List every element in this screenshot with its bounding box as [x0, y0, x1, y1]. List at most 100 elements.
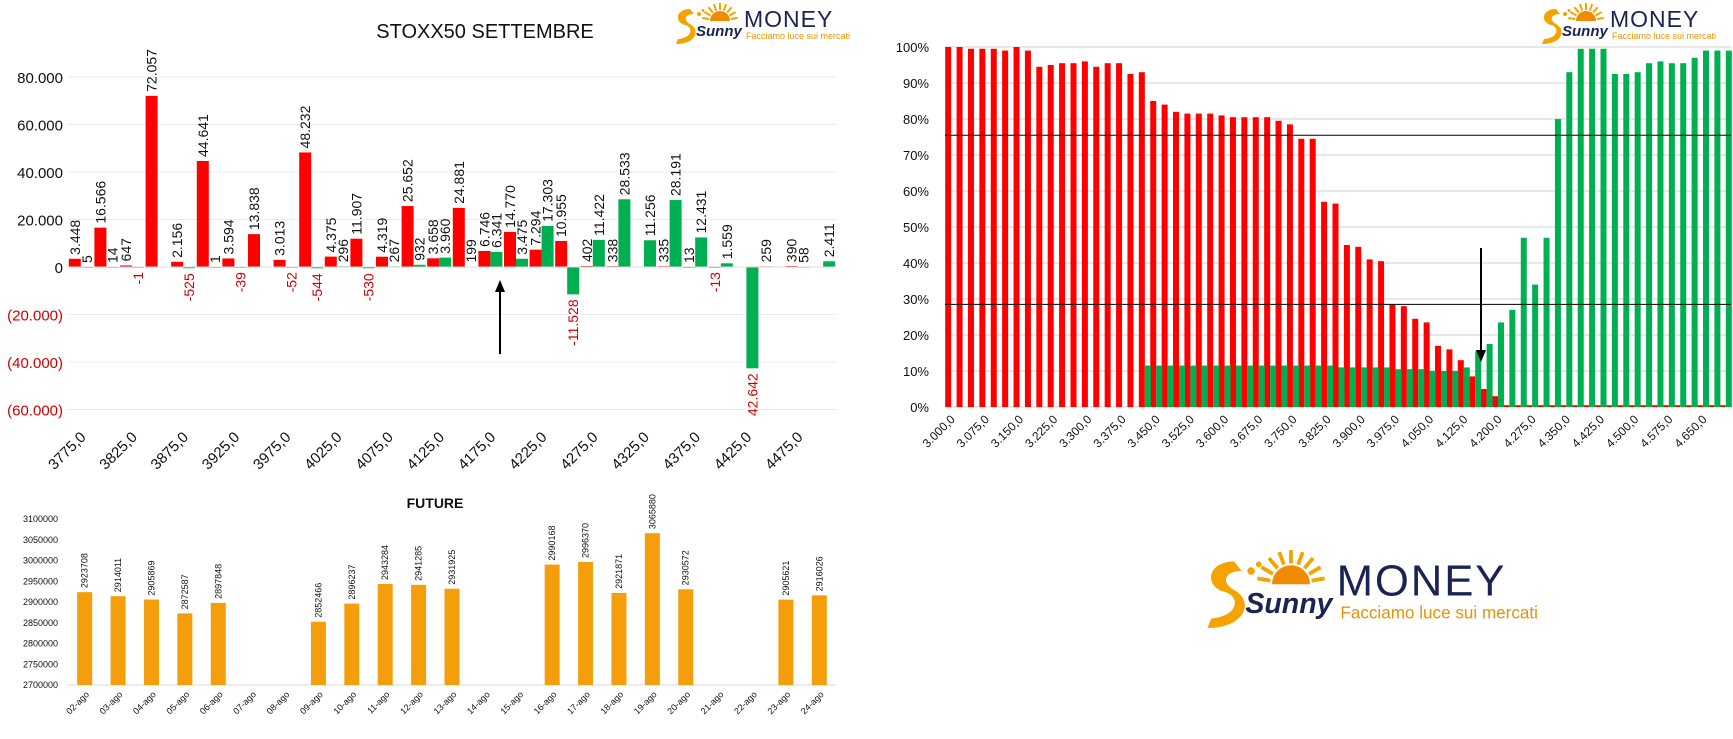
bar	[311, 267, 324, 269]
bar	[1480, 389, 1487, 407]
y-tick-label: 2850000	[23, 618, 58, 628]
bar	[516, 258, 528, 267]
percent-bar-chart: 100% 90% 80% 70% 60% 50% 40% 30% 20% 10% 0%3.000,0…	[896, 40, 1732, 450]
data-label: 2990168	[547, 526, 557, 561]
bar	[1708, 405, 1715, 407]
chart-title: STOXX50 SETTEMBRE	[376, 21, 593, 43]
bar	[120, 265, 132, 267]
x-tick-label: 12-ago	[398, 689, 425, 716]
future-chart-panel: FUTURE 3100000 3050000 3000000 2950000 290000…	[0, 480, 840, 734]
bar	[1190, 365, 1197, 407]
s-swoosh	[676, 9, 696, 44]
data-label: 13	[681, 247, 697, 263]
data-label: 17.303	[540, 179, 556, 222]
data-label: 28.191	[668, 153, 684, 196]
bar	[1241, 117, 1248, 407]
bar	[1224, 365, 1231, 407]
x-tick-label: 4.575,0	[1637, 412, 1675, 450]
x-tick-label: 06-ago	[198, 689, 225, 716]
bar	[1184, 113, 1191, 407]
x-tick-label: 05-ago	[164, 689, 191, 716]
bar	[377, 584, 393, 685]
y-tick-label: 2800000	[23, 639, 58, 649]
bar	[1674, 405, 1681, 407]
data-label: -13	[707, 272, 723, 292]
bar	[1127, 74, 1134, 407]
bar	[1452, 371, 1459, 407]
bar	[1213, 365, 1220, 407]
logo-large: Sunny MONEY Facciamo luce sui mercati	[1196, 548, 1576, 632]
logo-tagline: Facciamo luce sui mercati	[1340, 604, 1538, 623]
bar	[1167, 365, 1174, 407]
bar	[1646, 63, 1653, 407]
bar	[1605, 405, 1612, 407]
options-bar-chart-panel: STOXX50 SETTEMBRE 80.000 60.000 40.000 20.00…	[0, 0, 840, 473]
data-label: 11.907	[348, 193, 364, 235]
bar	[1543, 237, 1550, 407]
bar	[1532, 284, 1539, 407]
data-label: -52	[284, 272, 300, 292]
x-tick-label: 4475,0	[762, 429, 806, 470]
bar	[695, 237, 708, 267]
bar	[1429, 371, 1436, 407]
x-tick-label: 4075,0	[352, 429, 396, 470]
y-tick-label: 2700000	[23, 680, 58, 690]
bar	[611, 592, 627, 685]
y-tick-label: (60.000)	[7, 403, 63, 420]
data-label: 2.411	[821, 223, 837, 257]
x-tick-label: 3.000,0	[920, 412, 958, 450]
bar	[1161, 104, 1168, 407]
data-label: 2931925	[447, 550, 457, 585]
x-tick-label: 3.450,0	[1125, 412, 1163, 450]
bar	[1036, 66, 1043, 408]
bar	[1264, 117, 1271, 407]
data-label: 2930572	[681, 550, 691, 585]
bar	[1457, 360, 1464, 407]
data-label: 2914011	[113, 558, 123, 592]
bar	[196, 160, 209, 267]
bar	[401, 206, 414, 267]
x-tick-label: 04-ago	[131, 689, 158, 716]
x-tick-label: 22-ago	[732, 689, 759, 716]
bar	[1179, 365, 1186, 407]
bar	[1338, 367, 1345, 407]
bar	[1372, 367, 1379, 407]
bar	[1281, 365, 1288, 407]
x-tick-label: 3.675,0	[1227, 412, 1265, 450]
bar	[1537, 405, 1544, 407]
bar	[567, 267, 580, 295]
data-label: 58	[796, 247, 812, 263]
data-label: 4.319	[374, 217, 390, 252]
y-tick-label: 50%	[903, 220, 929, 235]
bar	[1002, 50, 1009, 407]
bar	[1229, 117, 1236, 407]
bar	[1304, 365, 1311, 407]
data-label: 2943284	[380, 545, 390, 580]
data-label: 3.013	[272, 221, 288, 256]
data-label: 3.475	[514, 219, 530, 254]
y-tick-label: 40%	[903, 256, 929, 271]
y-tick-label: 2950000	[23, 576, 58, 586]
arrow-head	[495, 280, 505, 292]
x-tick-label: 11-ago	[365, 689, 391, 715]
bar	[578, 562, 594, 685]
data-label: 14.770	[502, 185, 518, 228]
data-label: 296	[335, 239, 351, 263]
x-tick-label: 3.150,0	[988, 412, 1026, 450]
bar	[529, 249, 542, 267]
bar	[478, 250, 491, 267]
bar	[1349, 367, 1356, 407]
bar	[1491, 396, 1498, 407]
bar	[1548, 405, 1555, 407]
data-label: 6.746	[476, 212, 492, 247]
bar	[1384, 367, 1391, 407]
x-tick-label: 4375,0	[660, 429, 704, 470]
x-tick-label: 3975,0	[250, 429, 294, 470]
bar	[1497, 322, 1504, 407]
y-tick-label: (20.000)	[7, 308, 63, 325]
bar	[1235, 365, 1242, 407]
bar	[1412, 318, 1419, 407]
bar	[1469, 376, 1476, 407]
